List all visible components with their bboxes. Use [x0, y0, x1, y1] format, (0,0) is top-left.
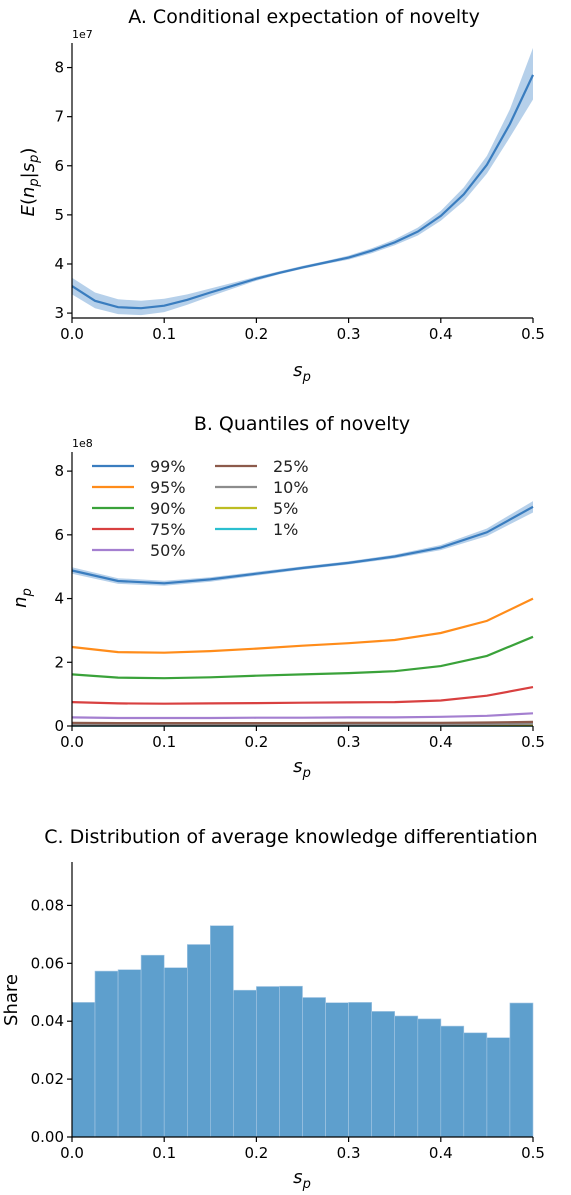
panel-c-y-label: Share — [1, 974, 22, 1026]
panel-b-x-tick-label: 0.2 — [244, 733, 268, 751]
panel-a-x-tick-label: 0.5 — [521, 325, 545, 343]
panel-a-y-tick-label: 8 — [54, 59, 64, 77]
panel-c-title: C. Distribution of average knowledge dif… — [44, 826, 537, 848]
panel-a-y-tick-label: 6 — [54, 157, 64, 175]
histogram-bar — [394, 1015, 419, 1138]
histogram-bar — [233, 989, 257, 1138]
panel-b-confidence-band — [72, 501, 533, 586]
panel-c-x-tick-label: 0.3 — [337, 1144, 361, 1162]
panel-a-x-tick-label: 0.1 — [152, 325, 176, 343]
panel-c-distribution: C. Distribution of average knowledge dif… — [1, 826, 545, 1192]
panel-b-x-tick-label: 0.5 — [521, 733, 545, 751]
panel-a-title: A. Conditional expectation of novelty — [128, 6, 480, 28]
panel-a-x-tick-label: 0.2 — [244, 325, 268, 343]
panel-b-legend: 99% 95% 90% 75% 50% 25% 10% 5% 1% — [92, 457, 309, 560]
panel-b-series — [71, 505, 534, 727]
histogram-bar — [256, 986, 280, 1138]
histogram-bar — [140, 954, 165, 1138]
panel-b-line-99pct — [71, 505, 534, 585]
histogram-bar — [117, 969, 142, 1138]
panel-c-axes: 0.0 0.1 0.2 0.3 0.4 0.5 0.00 0.02 0.04 0.06 0.08 — [31, 862, 545, 1162]
histogram-bar — [509, 1002, 534, 1138]
panel-c-x-tick-label: 0.4 — [429, 1144, 453, 1162]
panel-c-x-tick-label: 0.1 — [152, 1144, 176, 1162]
panel-b-line-75pct — [71, 686, 534, 705]
panel-b-y-label: np — [10, 588, 35, 608]
panel-b-y-tick-label: 0 — [54, 717, 64, 735]
histogram-bar — [371, 1011, 396, 1138]
panel-c-bars — [71, 925, 534, 1138]
panel-b-band-99pct — [72, 501, 533, 586]
panel-b-y-tick-label: 6 — [54, 526, 64, 544]
histogram-bar — [302, 997, 326, 1138]
panel-c-x-label: sp — [293, 1167, 311, 1192]
panel-b-title: B. Quantiles of novelty — [194, 413, 410, 435]
panel-a-y-multiplier: 1e7 — [72, 28, 93, 41]
histogram-bar — [210, 925, 234, 1138]
panel-b-x-tick-label: 0.0 — [60, 733, 84, 751]
panel-b-x-tick-label: 0.4 — [429, 733, 453, 751]
panel-a-x-tick-label: 0.3 — [337, 325, 361, 343]
histogram-bar — [94, 970, 119, 1138]
panel-a-x-tick-label: 0.0 — [60, 325, 84, 343]
histogram-bar — [163, 967, 188, 1138]
panel-c-y-tick-label: 0.08 — [31, 896, 64, 914]
legend-label-10pct: 10% — [273, 478, 309, 497]
panel-b-axes: 0.0 0.1 0.2 0.3 0.4 0.5 0 2 4 6 8 — [54, 452, 545, 751]
panel-b-line-50pct — [71, 712, 534, 720]
legend-label-95pct: 95% — [150, 478, 186, 497]
panel-a-y-label: E(np|sp) — [18, 148, 42, 217]
histogram-bar — [187, 944, 211, 1138]
panel-c-y-tick-label: 0.06 — [31, 954, 64, 972]
panel-c-y-tick-label: 0.02 — [31, 1070, 64, 1088]
panel-a-y-tick-label: 7 — [54, 108, 64, 126]
panel-b-line-25pct — [71, 720, 534, 725]
panel-c-x-tick-label: 0.2 — [244, 1144, 268, 1162]
panel-b-line-10pct — [72, 722, 534, 726]
panel-b-x-tick-label: 0.3 — [337, 733, 361, 751]
panel-c-y-tick-label: 0.00 — [31, 1128, 64, 1146]
histogram-bar — [348, 1002, 373, 1138]
panel-c-x-tick-label: 0.0 — [60, 1144, 84, 1162]
legend-label-75pct: 75% — [150, 520, 186, 539]
histogram-bar — [325, 1002, 349, 1138]
panel-b-x-label: sp — [293, 756, 311, 781]
panel-a-confidence-band — [72, 47, 533, 316]
panel-a-band — [72, 47, 533, 316]
panel-b-y-tick-label: 2 — [54, 653, 64, 671]
panel-a-conditional-expectation: A. Conditional expectation of novelty 1e… — [18, 6, 545, 385]
panel-b-y-multiplier: 1e8 — [72, 437, 93, 450]
panel-c-y-tick-label: 0.04 — [31, 1012, 64, 1030]
panel-a-series — [71, 74, 534, 310]
histogram-bar — [417, 1018, 442, 1138]
histogram-bar — [279, 985, 303, 1138]
panel-a-mean-line — [71, 74, 534, 310]
legend-label-25pct: 25% — [273, 457, 309, 476]
legend-label-99pct: 99% — [150, 457, 186, 476]
panel-b-x-tick-label: 0.1 — [152, 733, 176, 751]
panel-a-y-tick-label: 5 — [54, 206, 64, 224]
panel-a-y-tick-label: 3 — [54, 304, 64, 322]
panel-b-y-tick-label: 8 — [54, 462, 64, 480]
histogram-bar — [463, 1032, 488, 1138]
panel-b-line-90pct — [71, 635, 534, 680]
panel-a-x-tick-label: 0.4 — [429, 325, 453, 343]
legend-label-50pct: 50% — [150, 541, 186, 560]
panel-c-x-tick-label: 0.5 — [521, 1144, 545, 1162]
panel-b-line-95pct — [71, 597, 534, 654]
legend-label-5pct: 5% — [273, 499, 298, 518]
legend-label-1pct: 1% — [273, 520, 298, 539]
panel-b-y-tick-label: 4 — [54, 590, 64, 608]
histogram-bar — [440, 1025, 465, 1138]
panel-a-axes: 0.0 0.1 0.2 0.3 0.4 0.5 3 4 5 6 7 8 — [54, 43, 545, 343]
panel-b-quantiles: B. Quantiles of novelty 1e8 0.0 0.1 0.2 0.3… — [10, 413, 545, 781]
histogram-bar — [486, 1037, 511, 1138]
panel-a-y-tick-label: 4 — [54, 255, 64, 273]
legend-label-90pct: 90% — [150, 499, 186, 518]
panel-a-x-label: sp — [293, 360, 311, 385]
histogram-bar — [71, 1002, 96, 1138]
